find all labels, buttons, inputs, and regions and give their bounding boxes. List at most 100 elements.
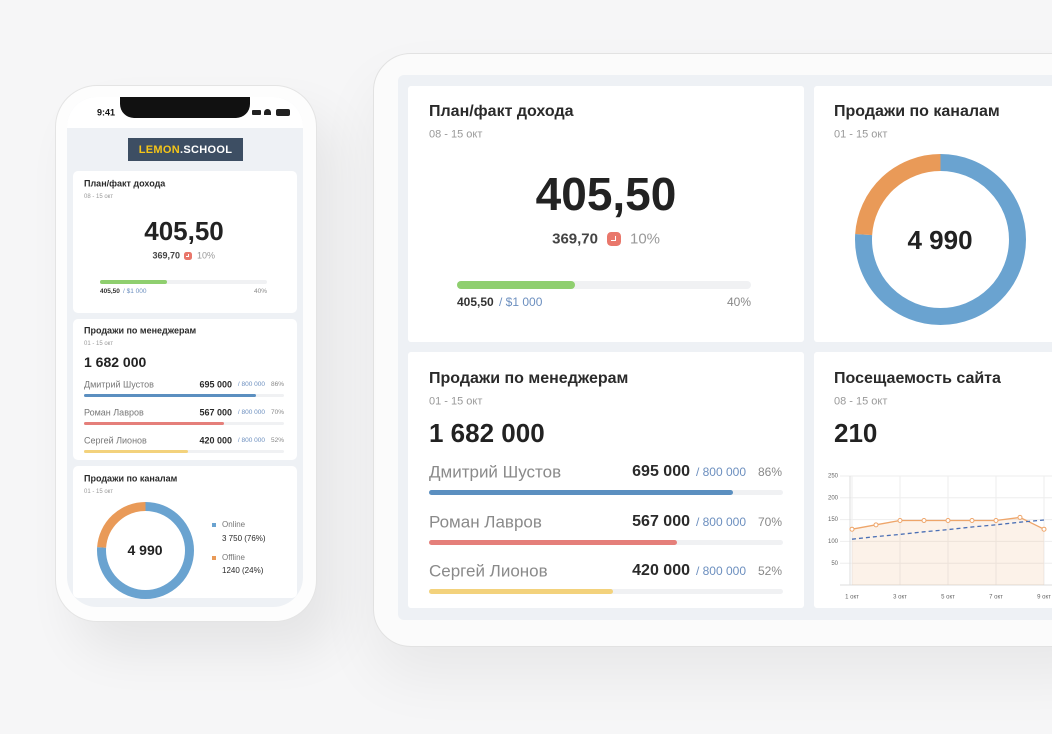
line-point (1017, 514, 1023, 520)
wifi-icon (264, 109, 271, 115)
manager-name: Сергей Лионов (84, 435, 147, 446)
logo-text: LEMON (138, 143, 180, 156)
progress-target: / $1 000 (499, 295, 543, 309)
legend-swatch (212, 523, 216, 527)
line-point (873, 522, 879, 528)
change-icon (184, 252, 192, 260)
income-change: 10% (197, 250, 216, 261)
progress-value: 405,50 (100, 287, 120, 295)
card-title: Посещаемость сайта (834, 370, 1001, 387)
donut-segment (96, 501, 194, 599)
card (73, 171, 297, 313)
manager-target: / 800 000 (695, 515, 746, 529)
change-icon (607, 232, 621, 246)
card (408, 86, 804, 342)
manager-share: 86% (757, 465, 782, 479)
y-tick-label: 250 (828, 474, 839, 480)
line-point (921, 517, 927, 523)
income-change: 10% (630, 230, 661, 248)
legend-swatch (212, 556, 216, 560)
line-point (849, 526, 855, 532)
legend-value: 1240 (24%) (222, 566, 264, 575)
card-period: 01 - 15 окт (84, 489, 114, 495)
line-point (969, 517, 975, 523)
line-point (993, 517, 999, 523)
donut-chart (96, 501, 194, 599)
manager-target: / 800 000 (237, 436, 265, 444)
manager-name: Дмитрий Шустов (84, 379, 154, 390)
donut-segment (854, 153, 1026, 325)
card-title: Продажи по менеджерам (84, 325, 197, 336)
line-point (1041, 526, 1047, 532)
manager-amount: 567 000 (199, 407, 232, 418)
income-value: 405,50 (144, 216, 224, 246)
card-title: Продажи по менеджерам (429, 370, 629, 387)
managers-total: 1 682 000 (84, 354, 147, 370)
legend-name: Online (222, 520, 246, 529)
progress-bar (457, 281, 575, 289)
card (408, 352, 804, 608)
card-period: 08 - 15 окт (834, 395, 888, 408)
bar-track (100, 280, 267, 284)
manager-bar (429, 589, 614, 594)
card-title: План/факт дохода (429, 103, 574, 120)
card-period: 08 - 15 окт (429, 128, 483, 141)
managers-total: 1 682 000 (429, 418, 545, 448)
manager-bar (84, 450, 188, 453)
card-period: 01 - 15 окт (84, 341, 114, 347)
card (73, 319, 297, 460)
card-period: 01 - 15 окт (429, 395, 483, 408)
x-tick-label: 7 окт (989, 595, 1003, 601)
donut-total: 4 990 (907, 225, 973, 255)
progress-target: / $1 000 (123, 287, 147, 295)
y-tick-label: 50 (831, 561, 838, 567)
manager-bar (429, 540, 677, 545)
manager-name: Роман Лавров (84, 407, 144, 418)
progress-value: 405,50 (457, 295, 494, 309)
manager-amount: 420 000 (199, 435, 232, 446)
change-arrow (186, 254, 190, 258)
line-point (945, 517, 951, 523)
manager-name: Сергей Лионов (429, 561, 548, 581)
legend-value: 3 750 (76%) (222, 534, 266, 543)
donut-total: 4 990 (127, 542, 163, 558)
manager-amount: 420 000 (632, 562, 690, 579)
change-arrow (610, 235, 616, 241)
y-tick-label: 150 (828, 517, 839, 523)
manager-target: / 800 000 (237, 380, 265, 388)
manager-share: 70% (757, 515, 782, 529)
income-previous: 369,70 (552, 230, 598, 248)
manager-target: / 800 000 (695, 564, 746, 578)
signal-icon (252, 110, 261, 115)
line-area (852, 517, 1044, 585)
y-tick-label: 100 (828, 539, 839, 545)
manager-bar (84, 422, 224, 425)
manager-name: Дмитрий Шустов (429, 462, 562, 482)
x-tick-label: 1 окт (845, 595, 859, 601)
manager-bar (84, 394, 256, 397)
progress-percent: 40% (726, 295, 751, 309)
manager-amount: 695 000 (632, 463, 690, 480)
manager-share: 86% (270, 380, 284, 388)
manager-bar (429, 490, 734, 495)
manager-share: 52% (270, 436, 284, 444)
manager-target: / 800 000 (695, 465, 746, 479)
income-value: 405,50 (535, 168, 677, 220)
manager-amount: 695 000 (199, 379, 232, 390)
phone-notch (120, 97, 250, 118)
card-title: Продажи по каналам (834, 103, 1000, 120)
x-tick-label: 5 окт (941, 595, 955, 601)
card-title: План/факт дохода (84, 178, 166, 189)
logo: LEMON .SCHOOL (128, 138, 243, 161)
bar-track (457, 281, 751, 289)
manager-amount: 567 000 (632, 513, 690, 530)
manager-name: Роман Лавров (429, 512, 542, 532)
x-tick-label: 9 окт (1037, 595, 1051, 601)
income-previous: 369,70 (152, 250, 180, 261)
manager-share: 70% (270, 408, 284, 416)
manager-target: / 800 000 (237, 408, 265, 416)
card-title: Продажи по каналам (84, 473, 178, 484)
card (814, 352, 1052, 608)
battery-icon (276, 109, 290, 116)
